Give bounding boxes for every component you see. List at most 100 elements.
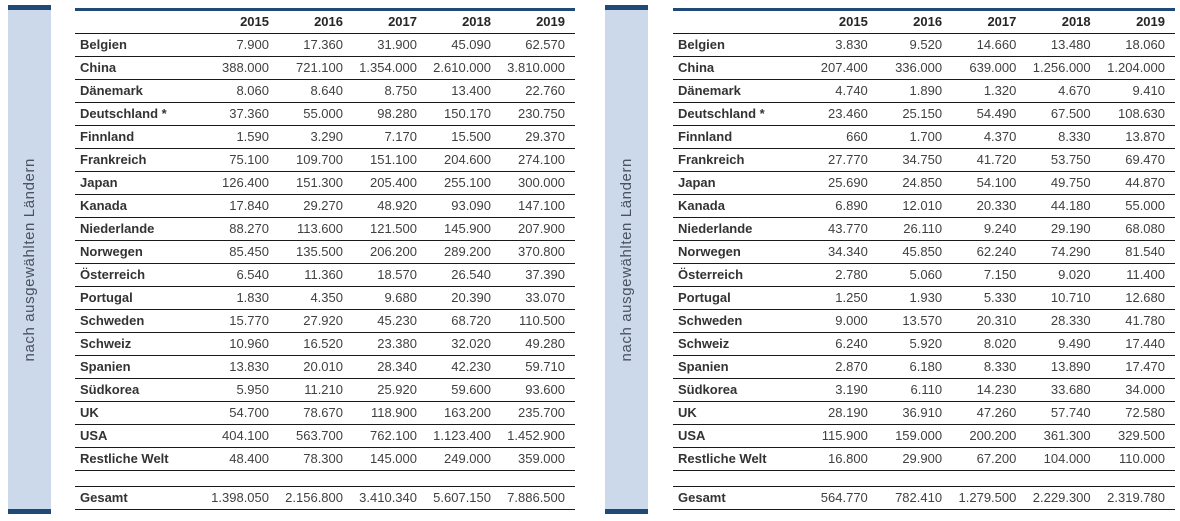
sidebar-band-right: nach ausgewählten Ländern bbox=[605, 5, 648, 514]
value-cell: 67.500 bbox=[1026, 102, 1101, 126]
value-cell: 32.020 bbox=[427, 332, 501, 356]
value-cell: 57.740 bbox=[1026, 401, 1101, 425]
value-cell: 36.910 bbox=[877, 401, 953, 425]
value-cell: 15.770 bbox=[205, 309, 279, 333]
value-cell: 1.700 bbox=[877, 125, 953, 149]
country-label: Niederlande bbox=[673, 217, 804, 241]
value-cell: 135.500 bbox=[279, 240, 353, 264]
value-cell: 8.020 bbox=[952, 332, 1027, 356]
country-label: Frankreich bbox=[75, 148, 205, 172]
value-cell: 31.900 bbox=[353, 33, 427, 57]
value-cell: 9.000 bbox=[803, 309, 878, 333]
country-label: Norwegen bbox=[75, 240, 205, 264]
value-cell: 361.300 bbox=[1026, 424, 1101, 448]
value-cell: 1.830 bbox=[205, 286, 279, 310]
value-cell: 1.590 bbox=[205, 125, 279, 149]
value-cell: 2.610.000 bbox=[427, 56, 501, 80]
value-cell: 67.200 bbox=[952, 447, 1027, 471]
value-cell: 41.720 bbox=[952, 148, 1027, 172]
value-cell: 109.700 bbox=[279, 148, 353, 172]
value-cell: 44.180 bbox=[1026, 194, 1101, 218]
country-label: Belgien bbox=[75, 33, 205, 57]
value-cell: 639.000 bbox=[952, 56, 1027, 80]
value-cell: 17.360 bbox=[279, 33, 353, 57]
table-row: China 388.000 721.100 1.354.000 2.610.000 3.8… bbox=[75, 56, 575, 80]
table-row: Schweiz 6.240 5.920 8.020 9.490 17.440 bbox=[673, 332, 1175, 356]
table-row: Frankreich 27.770 34.750 41.720 53.750 69.470 bbox=[673, 148, 1175, 172]
value-cell: 48.400 bbox=[205, 447, 279, 471]
band-fill: nach ausgewählten Ländern bbox=[605, 10, 648, 509]
value-cell: 37.390 bbox=[501, 263, 575, 287]
value-cell: 6.110 bbox=[877, 378, 953, 402]
value-cell: 1.890 bbox=[877, 79, 953, 103]
country-label: Japan bbox=[75, 171, 205, 195]
value-cell: 20.330 bbox=[952, 194, 1027, 218]
value-cell: 54.100 bbox=[952, 171, 1027, 195]
table-row: UK 28.190 36.910 47.260 57.740 72.580 bbox=[673, 401, 1175, 425]
band-top-bar bbox=[8, 5, 51, 10]
value-cell: 762.100 bbox=[353, 424, 427, 448]
value-cell: 13.830 bbox=[205, 355, 279, 379]
value-cell: 4.370 bbox=[952, 125, 1027, 149]
country-label: Südkorea bbox=[673, 378, 804, 402]
value-cell: 4.740 bbox=[803, 79, 878, 103]
value-cell: 47.260 bbox=[952, 401, 1027, 425]
value-cell: 34.000 bbox=[1100, 378, 1175, 402]
value-cell: 206.200 bbox=[353, 240, 427, 264]
value-cell: 8.640 bbox=[279, 79, 353, 103]
value-cell: 3.830 bbox=[803, 33, 878, 57]
table-row: Frankreich 75.100 109.700 151.100 204.600 274… bbox=[75, 148, 575, 172]
value-cell: 54.490 bbox=[952, 102, 1027, 126]
value-cell: 68.720 bbox=[427, 309, 501, 333]
value-cell: 49.750 bbox=[1026, 171, 1101, 195]
value-cell: 145.900 bbox=[427, 217, 501, 241]
value-cell: 43.770 bbox=[803, 217, 878, 241]
value-cell: 17.470 bbox=[1100, 355, 1175, 379]
value-cell: 329.500 bbox=[1100, 424, 1175, 448]
data-table-left: 2015 2016 2017 2018 2019 Belgien 7.900 17.360 31… bbox=[75, 8, 575, 510]
country-label: Japan bbox=[673, 171, 804, 195]
corner-cell bbox=[75, 9, 205, 34]
country-label: Restliche Welt bbox=[673, 447, 804, 471]
value-cell: 44.870 bbox=[1100, 171, 1175, 195]
value-cell: 115.900 bbox=[803, 424, 878, 448]
value-cell: 98.280 bbox=[353, 102, 427, 126]
table-row: Finnland 1.590 3.290 7.170 15.500 29.370 bbox=[75, 125, 575, 149]
total-row: Gesamt 564.770 782.410 1.279.500 2.229.300 2.… bbox=[673, 486, 1175, 510]
value-cell: 1.320 bbox=[952, 79, 1027, 103]
value-cell: 29.370 bbox=[501, 125, 575, 149]
year-header: 2017 bbox=[353, 9, 427, 34]
value-cell: 54.700 bbox=[205, 401, 279, 425]
year-header: 2017 bbox=[952, 9, 1027, 34]
value-cell: 145.000 bbox=[353, 447, 427, 471]
value-cell: 16.520 bbox=[279, 332, 353, 356]
value-cell: 147.100 bbox=[501, 194, 575, 218]
value-cell: 1.354.000 bbox=[353, 56, 427, 80]
data-table-right: 2015 2016 2017 2018 2019 Belgien 3.830 9.520 14.… bbox=[673, 8, 1175, 510]
country-label: Norwegen bbox=[673, 240, 804, 264]
table-row: Schweiz 10.960 16.520 23.380 32.020 49.280 bbox=[75, 332, 575, 356]
table-row: Spanien 2.870 6.180 8.330 13.890 17.470 bbox=[673, 355, 1175, 379]
value-cell: 59.600 bbox=[427, 378, 501, 402]
value-cell: 81.540 bbox=[1100, 240, 1175, 264]
table-row: Dänemark 8.060 8.640 8.750 13.400 22.760 bbox=[75, 79, 575, 103]
value-cell: 3.290 bbox=[279, 125, 353, 149]
value-cell: 20.310 bbox=[952, 309, 1027, 333]
value-cell: 6.540 bbox=[205, 263, 279, 287]
value-cell: 563.700 bbox=[279, 424, 353, 448]
value-cell: 126.400 bbox=[205, 171, 279, 195]
value-cell: 8.330 bbox=[952, 355, 1027, 379]
table-row: Deutschland * 23.460 25.150 54.490 67.500 108… bbox=[673, 102, 1175, 126]
country-label: UK bbox=[673, 401, 804, 425]
value-cell: 150.170 bbox=[427, 102, 501, 126]
table-row: Südkorea 3.190 6.110 14.230 33.680 34.000 bbox=[673, 378, 1175, 402]
value-cell: 14.660 bbox=[952, 33, 1027, 57]
value-cell: 2.870 bbox=[803, 355, 878, 379]
country-label: Portugal bbox=[673, 286, 804, 310]
value-cell: 388.000 bbox=[205, 56, 279, 80]
value-cell: 10.960 bbox=[205, 332, 279, 356]
value-cell: 118.900 bbox=[353, 401, 427, 425]
table-row: Niederlande 88.270 113.600 121.500 145.900 20… bbox=[75, 217, 575, 241]
table-row: Finnland 660 1.700 4.370 8.330 13.870 bbox=[673, 125, 1175, 149]
value-cell: 110.000 bbox=[1100, 447, 1175, 471]
